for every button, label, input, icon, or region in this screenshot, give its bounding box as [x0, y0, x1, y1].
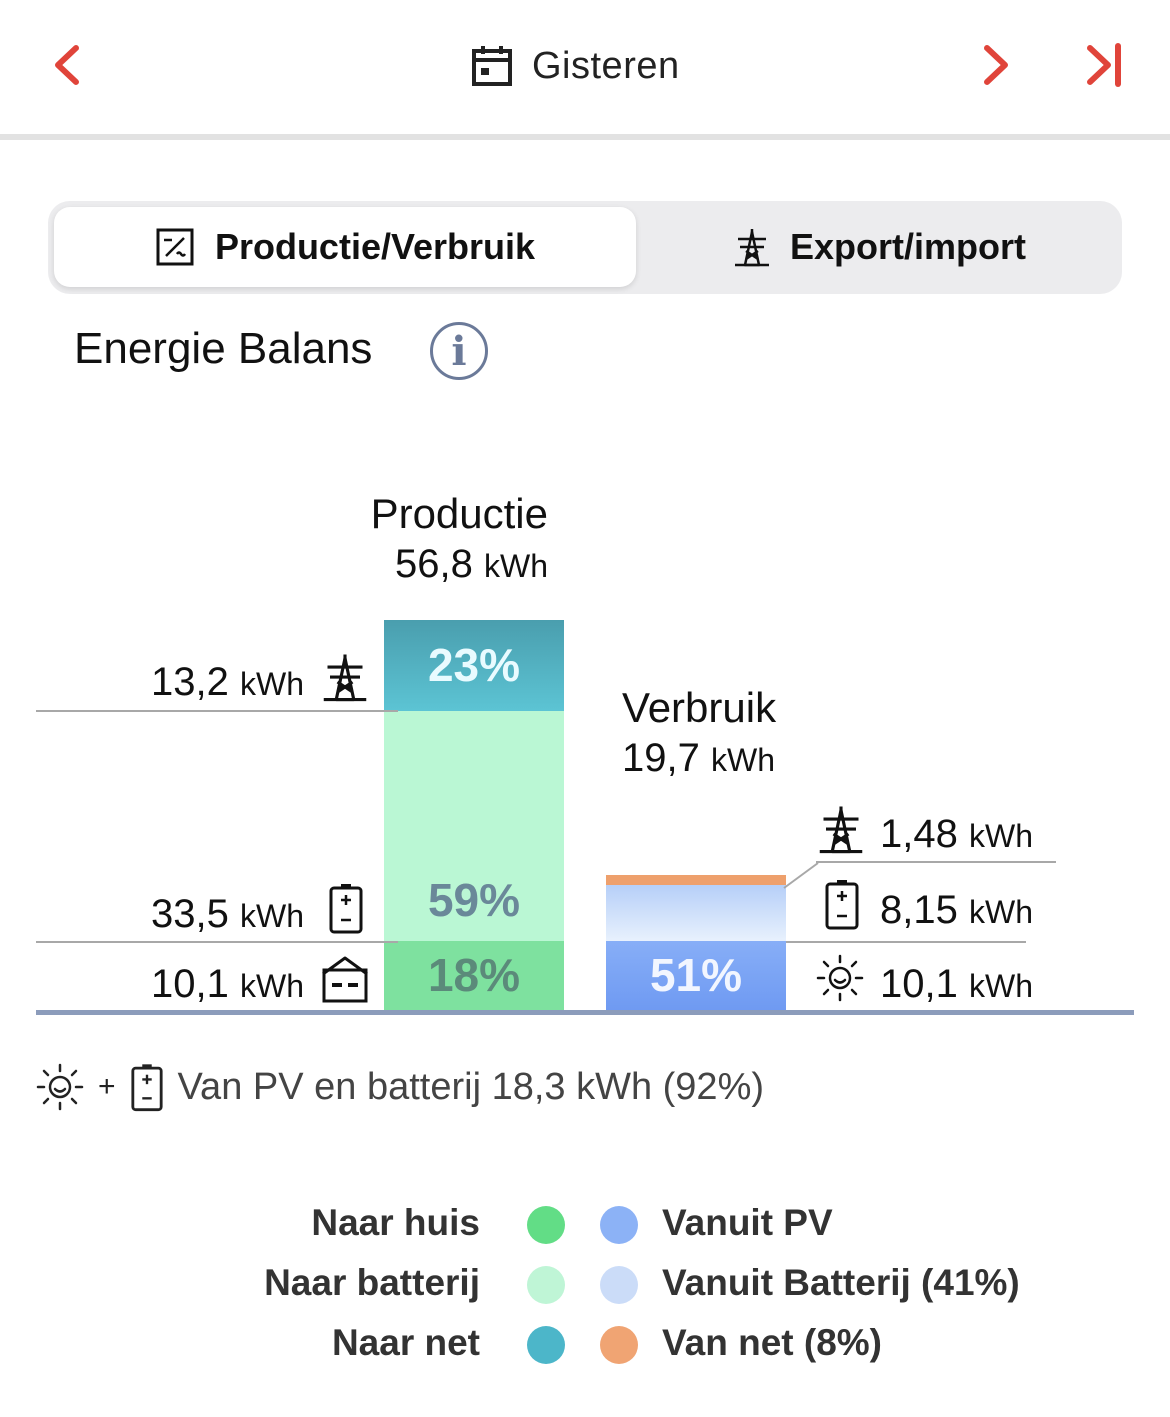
bar-segment-vanuit-pv [606, 941, 786, 1010]
consumption-title: Verbruik [622, 684, 777, 731]
top-bar [0, 0, 1170, 135]
calendar-icon [472, 46, 512, 86]
van-net-value: 1,48 kWh [880, 812, 1033, 856]
consumption-bar: 51% [606, 875, 786, 1010]
power-pylon-icon [819, 806, 863, 854]
plus-sign: + [98, 1070, 116, 1103]
legend-label-van-net: Van net (8%) [662, 1322, 882, 1363]
legend-dot-naar-net [527, 1326, 565, 1364]
legend-dot-naar-batterij [527, 1266, 565, 1304]
summary-text: Van PV en batterij 18,3 kWh (92%) [177, 1065, 765, 1108]
legend-label-naar-huis: Naar huis [311, 1202, 480, 1243]
legend-dot-vanuit-pv [600, 1206, 638, 1244]
go-to-today-button[interactable] [1078, 40, 1128, 90]
skip-to-end-icon [1087, 43, 1121, 87]
bar-segment-vanuit-batterij [606, 885, 786, 941]
consumption-total: 19,7 kWh [622, 736, 775, 780]
tab-productie-verbruik-label: Productie/Verbruik [214, 226, 536, 267]
battery-icon [825, 880, 859, 930]
percent-label-naar-net: 23% [427, 638, 521, 691]
percent-label-vanuit-pv: 51% [649, 948, 743, 1001]
vanuit-pv-value: 10,1 kWh [880, 962, 1033, 1006]
previous-day-button[interactable] [44, 40, 94, 90]
legend-label-naar-net: Naar net [331, 1322, 480, 1363]
battery-icon [329, 884, 363, 934]
production-title: Productie [370, 490, 548, 537]
tab-export-import-label: Export/import [789, 226, 1026, 267]
divider-line [36, 941, 398, 943]
section-title: Energie Balans [74, 324, 373, 373]
divider-line [36, 710, 398, 712]
vanuit-batterij-value: 8,15 kWh [880, 888, 1033, 932]
bar-segment-naar-batterij [384, 711, 564, 941]
info-icon[interactable]: i [430, 322, 488, 380]
legend: Naar huis Vanuit PV Naar batterij Vanuit… [0, 1196, 1170, 1376]
legend-dot-van-net [600, 1326, 638, 1364]
bar-segment-naar-huis [384, 941, 564, 1010]
power-pylon-icon [734, 229, 769, 267]
date-label: Gisteren [532, 44, 680, 87]
legend-dot-naar-huis [527, 1206, 565, 1244]
legend-label-naar-batterij: Naar batterij [264, 1262, 480, 1303]
bar-segment-van-net [606, 875, 786, 885]
naar-batterij-value: 33,5 kWh [151, 892, 304, 936]
bar-segment-naar-net [384, 620, 564, 711]
sun-icon [816, 954, 864, 1002]
percent-label-naar-batterij: 59% [427, 874, 521, 926]
energy-balance-chart: Productie 56,8 kWh 23% 59% 18% 13,2 kWh … [0, 460, 1170, 1020]
chevron-left-icon [55, 45, 79, 85]
divider-line [816, 861, 1056, 863]
production-bar: 23% 59% 18% [384, 620, 564, 1010]
header-divider [0, 134, 1170, 140]
legend-label-vanuit-batterij: Vanuit Batterij (41%) [662, 1262, 1020, 1303]
date-title[interactable]: Gisteren [470, 38, 680, 94]
chevron-right-icon [984, 45, 1008, 85]
power-pylon-icon [323, 654, 367, 702]
house-icon [322, 956, 368, 1003]
leader-line [783, 862, 819, 889]
tab-export-import[interactable]: Export/import [636, 207, 1122, 287]
next-day-button[interactable] [970, 40, 1020, 90]
divider-line [786, 941, 1026, 943]
sun-icon [36, 1063, 84, 1111]
inverter-icon [156, 228, 194, 266]
naar-net-value: 13,2 kWh [151, 660, 304, 704]
legend-label-vanuit-pv: Vanuit PV [662, 1202, 833, 1243]
production-total: 56,8 kWh [395, 542, 548, 586]
tab-productie-verbruik[interactable]: Productie/Verbruik [54, 207, 636, 287]
self-consumption-summary: + Van PV en batterij 18,3 kWh (92%) [36, 1062, 764, 1112]
legend-dot-vanuit-batterij [600, 1266, 638, 1304]
chart-baseline [36, 1010, 1134, 1015]
naar-huis-value: 10,1 kWh [151, 962, 304, 1006]
percent-label-naar-huis: 18% [427, 948, 521, 1001]
battery-icon [130, 1064, 163, 1112]
